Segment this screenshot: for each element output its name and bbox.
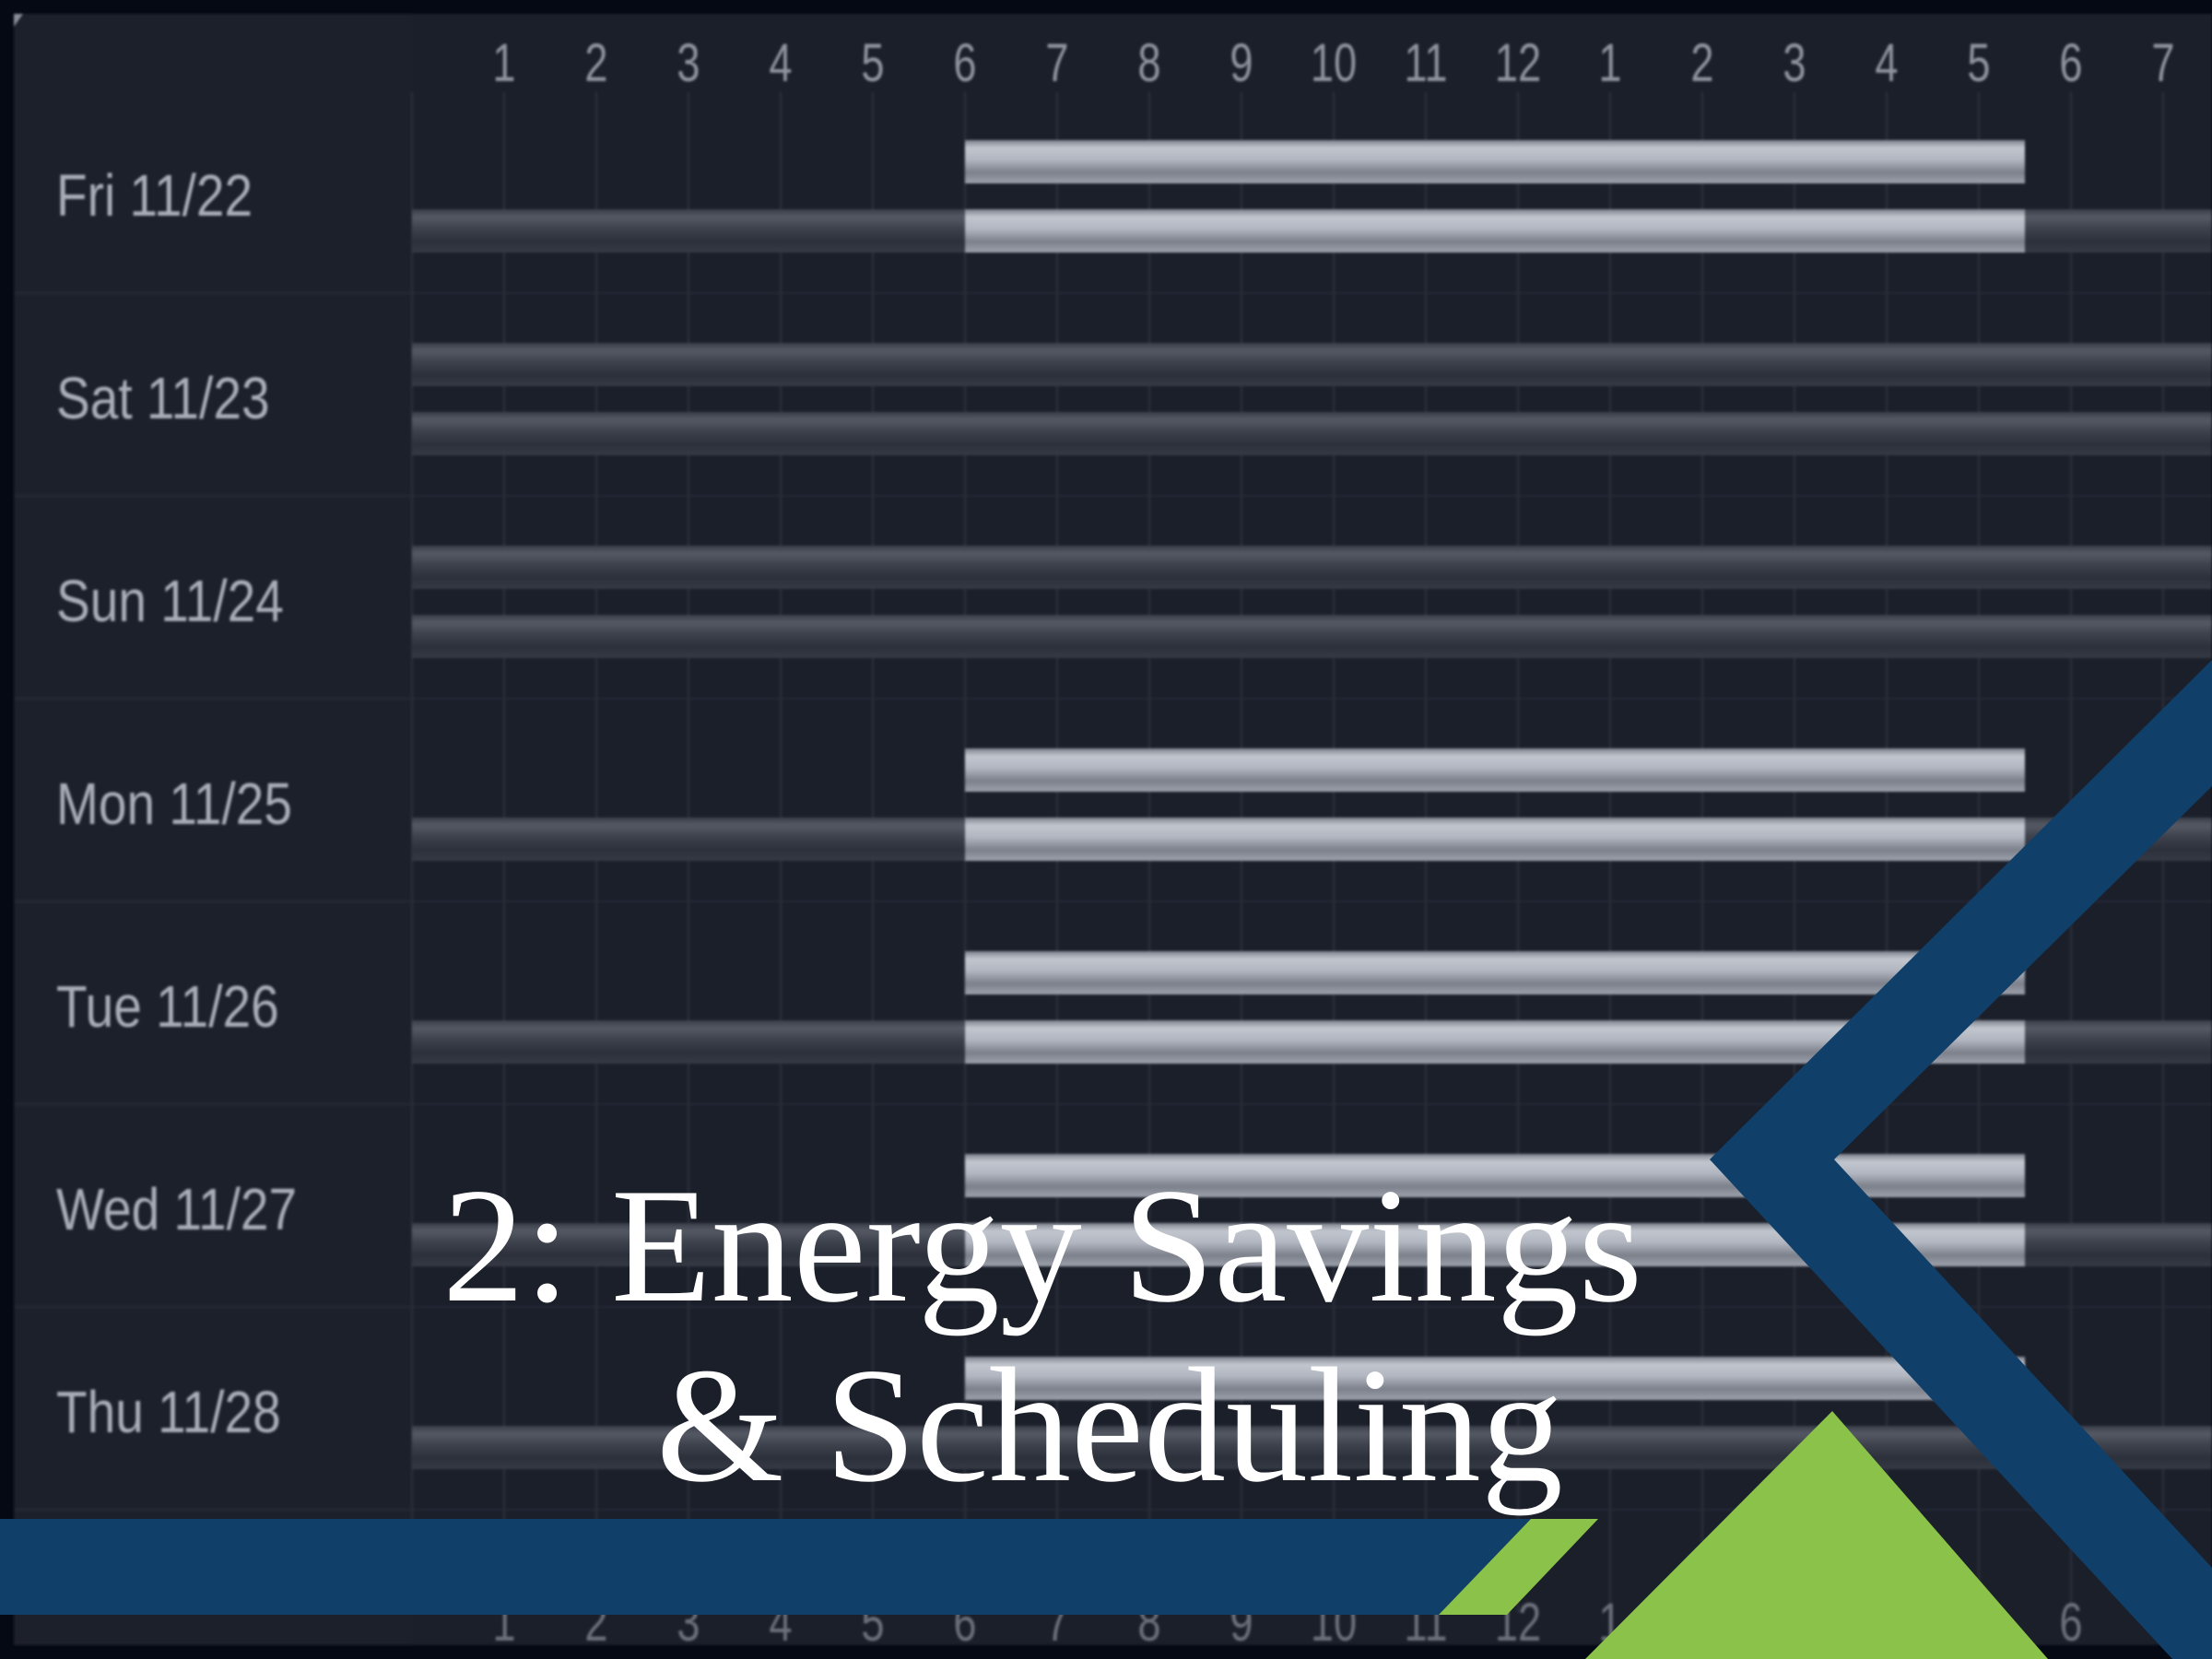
hour-label-top: 1 — [1598, 33, 1622, 93]
navy-chevron-shape — [1710, 660, 2212, 1659]
hour-label-top: 10 — [1310, 33, 1358, 93]
day-label: Mon 11/25 — [56, 771, 293, 837]
schedule-segment-on[interactable] — [965, 140, 2025, 183]
row-divider — [14, 1509, 2212, 1511]
row-divider — [14, 292, 2212, 294]
schedule-segment-off[interactable] — [2025, 209, 2212, 253]
schedule-segment-off[interactable] — [2025, 1020, 2212, 1064]
hour-label-top: 4 — [769, 33, 793, 93]
green-banner-accent — [1439, 1519, 1598, 1615]
schedule-segment-off[interactable] — [412, 343, 2212, 386]
schedule-segment-off[interactable] — [412, 1426, 2212, 1469]
green-triangle-shape — [1585, 1411, 2048, 1659]
schedule-segment-off[interactable] — [412, 615, 2212, 658]
hour-label-top: 3 — [677, 33, 700, 93]
row-divider — [14, 1103, 2212, 1105]
hour-label-top: 7 — [2151, 33, 2175, 93]
hour-label-top: 12 — [1494, 33, 1542, 93]
hour-label-top: 7 — [1045, 33, 1069, 93]
hour-label-top: 5 — [861, 33, 885, 93]
day-label: Wed 11/27 — [56, 1176, 298, 1242]
day-label: Sun 11/24 — [56, 568, 284, 634]
schedule-segment-off[interactable] — [412, 209, 965, 253]
schedule-segment-on[interactable] — [965, 209, 2025, 253]
hour-label-top: 2 — [584, 33, 608, 93]
hour-label-top: 11 — [1404, 33, 1448, 93]
day-label-column — [14, 14, 412, 1645]
schedule-segment-off[interactable] — [412, 1020, 965, 1064]
hour-label-top: 1 — [492, 33, 516, 93]
hour-label-top: 3 — [1783, 33, 1806, 93]
schedule-segment-on[interactable] — [965, 951, 2025, 994]
day-label: Tue 11/26 — [56, 973, 279, 1040]
day-label: Thu 11/28 — [56, 1379, 281, 1445]
schedule-segment-off[interactable] — [412, 818, 965, 861]
schedule-segment-on[interactable] — [965, 818, 2025, 861]
hour-label-top: 6 — [953, 33, 977, 93]
corner-marker-icon — [14, 14, 23, 27]
slide-title-line-1: 2: Energy Savings — [442, 1154, 1642, 1336]
day-label: Fri 11/22 — [56, 162, 253, 229]
slide-title-line-2: & Scheduling — [656, 1334, 1563, 1516]
hour-label-top: 9 — [1230, 33, 1253, 93]
row-divider — [14, 1306, 2212, 1308]
hour-label-top: 5 — [1967, 33, 1991, 93]
schedule-segment-on[interactable] — [965, 1357, 2025, 1400]
row-divider — [14, 698, 2212, 700]
schedule-segment-off[interactable] — [412, 1223, 965, 1266]
hour-label-top: 4 — [1875, 33, 1899, 93]
hour-label-top: 8 — [1137, 33, 1161, 93]
row-divider — [14, 900, 2212, 902]
schedule-segment-off[interactable] — [412, 546, 2212, 589]
schedule-segment-off[interactable] — [2025, 1223, 2212, 1266]
hour-label-top: 6 — [2059, 33, 2083, 93]
hour-label-top: 2 — [1690, 33, 1714, 93]
navy-banner-shape — [0, 1519, 1531, 1615]
row-divider — [14, 495, 2212, 497]
day-label: Sat 11/23 — [56, 365, 270, 431]
hour-label-bottom: 6 — [2059, 1593, 2083, 1645]
schedule-segment-on[interactable] — [965, 748, 2025, 792]
schedule-segment-off[interactable] — [412, 412, 2212, 455]
